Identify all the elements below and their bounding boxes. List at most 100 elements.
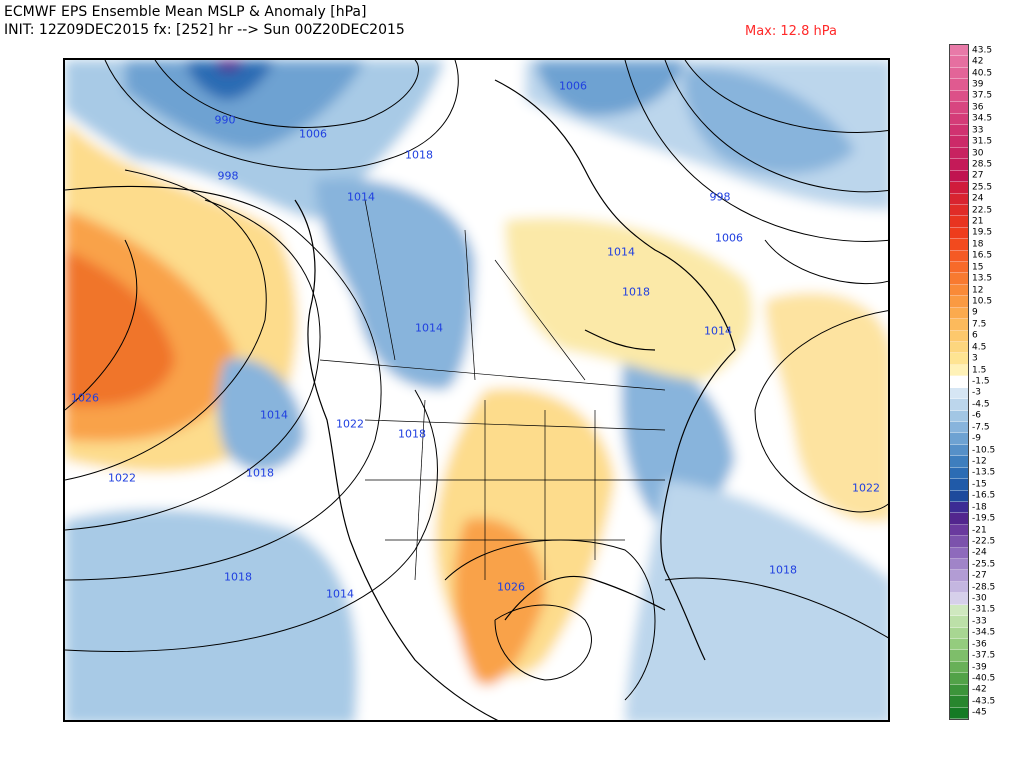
colorbar-tick-label: 27 (972, 170, 984, 181)
colorbar-swatch (950, 273, 968, 285)
colorbar-tick-label: 16.5 (972, 250, 993, 261)
colorbar-tick-label: -10.5 (972, 445, 996, 456)
colorbar-tick-label: -34.5 (972, 627, 996, 638)
coastlines (294, 79, 736, 720)
colorbar-swatch (950, 433, 968, 445)
isobar-label: 1014 (326, 587, 354, 601)
colorbar-swatch (950, 56, 968, 68)
colorbar-swatch (950, 444, 968, 457)
colorbar-tick-label: 31.5 (972, 136, 993, 147)
colorbar-swatch (950, 284, 968, 297)
init-forecast-label: INIT: 12Z09DEC2015 fx: [252] hr --> Sun … (4, 22, 405, 38)
colorbar-tick-label: -24 (972, 547, 987, 558)
colorbar-swatch (950, 684, 968, 697)
isobar-label: 1014 (704, 324, 732, 338)
colorbar-swatch (950, 67, 968, 80)
colorbar-swatch (950, 570, 968, 582)
colorbar-swatch (950, 650, 968, 662)
anomaly-colorbar (949, 44, 969, 720)
isobar-label: 998 (709, 190, 731, 204)
colorbar-tick-label: 6 (972, 330, 978, 341)
colorbar-swatch (950, 387, 968, 400)
colorbar-swatch (950, 410, 968, 422)
isobar-label: 1006 (715, 231, 743, 245)
colorbar-swatch (950, 513, 968, 525)
isobar-label: 998 (217, 169, 239, 183)
colorbar-tick-label: -43.5 (972, 696, 996, 707)
colorbar-tick-label: 4.5 (972, 342, 987, 353)
colorbar-tick-label: 10.5 (972, 296, 993, 307)
colorbar-swatch (950, 204, 968, 217)
colorbar-tick-label: 7.5 (972, 319, 987, 330)
colorbar-swatch (950, 456, 968, 468)
colorbar-tick-label: 42 (972, 56, 984, 67)
isobar-label: 1014 (347, 190, 375, 204)
colorbar-tick-label: 9 (972, 307, 978, 318)
colorbar-swatch (950, 696, 968, 708)
colorbar-swatch (950, 421, 968, 434)
isobar-label: 1022 (108, 471, 136, 485)
colorbar-tick-label: -37.5 (972, 650, 996, 661)
colorbar-swatch (950, 193, 968, 205)
colorbar-swatch (950, 479, 968, 491)
colorbar-tick-label: 34.5 (972, 113, 993, 124)
colorbar-swatch (950, 182, 968, 194)
colorbar-swatch (950, 376, 968, 388)
isobar-label: 1018 (398, 427, 426, 441)
colorbar-tick-label: 15 (972, 262, 984, 273)
isobars (65, 60, 888, 701)
isobar-label: 1018 (622, 285, 650, 299)
colorbar-swatch (950, 113, 968, 125)
colorbar-tick-label: 13.5 (972, 273, 993, 284)
colorbar-tick-label: -22.5 (972, 536, 996, 547)
colorbar-tick-label: -9 (972, 433, 981, 444)
isobar-label: 1006 (559, 79, 587, 93)
colorbar-swatch (950, 661, 968, 674)
colorbar-swatch (950, 250, 968, 263)
colorbar-tick-label: 28.5 (972, 159, 993, 170)
colorbar-tick-label: -36 (972, 639, 987, 650)
colorbar-tick-label: 33 (972, 125, 984, 136)
isobar-label: 1022 (336, 417, 364, 431)
colorbar-tick-label: 36 (972, 102, 984, 113)
colorbar-tick-label: 25.5 (972, 182, 993, 193)
isobar-label: 1022 (852, 481, 880, 495)
colorbar-swatch (950, 707, 968, 719)
colorbar-tick-label: 40.5 (972, 68, 993, 79)
colorbar-tick-label: -25.5 (972, 559, 996, 570)
colorbar-tick-label: 24 (972, 193, 984, 204)
colorbar-tick-label: 37.5 (972, 90, 993, 101)
colorbar-tick-label: -39 (972, 662, 987, 673)
colorbar-tick-label: -42 (972, 684, 987, 695)
colorbar-tick-label: -12 (972, 456, 987, 467)
colorbar-tick-label: -13.5 (972, 467, 996, 478)
colorbar-tick-label: -21 (972, 525, 987, 535)
isobar-label: 1014 (260, 408, 288, 422)
colorbar-swatch (950, 581, 968, 594)
colorbar-tick-label: -18 (972, 502, 987, 513)
colorbar-tick-label: -4.5 (972, 399, 990, 410)
colorbar-tick-label: 21 (972, 216, 984, 227)
colorbar-tick-label: -27 (972, 570, 987, 581)
colorbar-tick-label: -7.5 (972, 422, 990, 433)
colorbar-tick-label: -28.5 (972, 582, 996, 593)
colorbar-swatch (950, 524, 968, 537)
isobar-label: 1018 (246, 466, 274, 480)
colorbar-swatch (950, 45, 968, 57)
colorbar-swatch (950, 467, 968, 480)
colorbar-tick-label: 3 (972, 353, 978, 364)
colorbar-swatch (950, 501, 968, 514)
colorbar-swatch (950, 559, 968, 571)
colorbar-swatch (950, 342, 968, 354)
colorbar-swatch (950, 319, 968, 331)
anomaly-shading (65, 60, 888, 720)
colorbar-swatch (950, 216, 968, 228)
isobar-label: 1026 (71, 391, 99, 405)
colorbar-tick-label: 12 (972, 285, 984, 296)
colorbar-swatch (950, 604, 968, 617)
isobar-label: 1018 (769, 563, 797, 577)
colorbar-swatch (950, 239, 968, 251)
colorbar-tick-label: 30 (972, 148, 984, 159)
isobar-label: 1018 (405, 148, 433, 162)
chart-title: ECMWF EPS Ensemble Mean MSLP & Anomaly [… (4, 4, 367, 20)
